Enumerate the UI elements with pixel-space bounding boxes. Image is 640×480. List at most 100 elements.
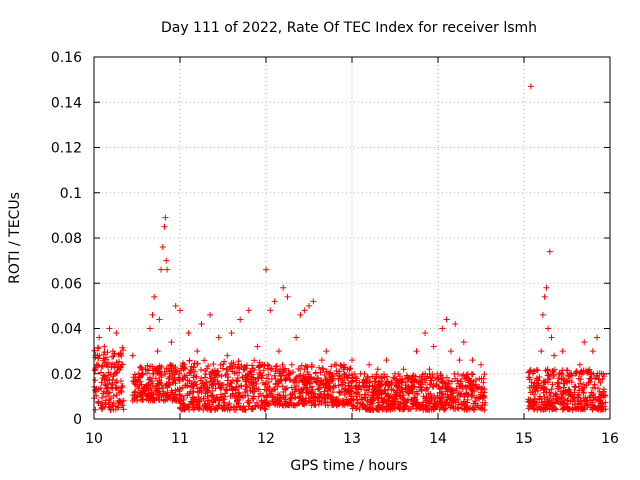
data-point xyxy=(313,379,320,386)
data-point xyxy=(470,400,477,407)
data-point xyxy=(597,379,604,386)
data-point xyxy=(162,371,169,378)
data-point xyxy=(396,387,403,394)
data-point xyxy=(162,214,169,221)
data-point xyxy=(544,401,551,408)
data-point xyxy=(164,384,171,391)
data-point xyxy=(291,388,298,395)
data-point xyxy=(103,393,110,400)
data-point xyxy=(235,389,242,396)
data-point xyxy=(270,398,277,405)
data-point xyxy=(443,316,450,323)
data-point xyxy=(308,390,315,397)
data-point xyxy=(356,406,363,413)
data-point xyxy=(366,361,373,368)
data-point xyxy=(473,384,480,391)
data-point xyxy=(449,399,456,406)
data-point xyxy=(258,375,265,382)
data-point xyxy=(193,373,200,380)
data-point xyxy=(198,384,205,391)
data-point xyxy=(146,394,153,401)
data-point xyxy=(274,391,281,398)
data-point xyxy=(158,266,165,273)
data-point xyxy=(388,379,395,386)
y-tick-label: 0.12 xyxy=(51,141,82,157)
data-point xyxy=(280,284,287,291)
data-point xyxy=(449,378,456,385)
data-point xyxy=(363,380,370,387)
data-point xyxy=(282,385,289,392)
data-point xyxy=(132,389,139,396)
data-point xyxy=(547,389,554,396)
data-point xyxy=(364,373,371,380)
data-point xyxy=(195,405,202,412)
data-point xyxy=(242,376,249,383)
data-point xyxy=(204,384,211,391)
data-point xyxy=(331,361,338,368)
data-point xyxy=(111,370,118,377)
data-point xyxy=(560,380,567,387)
data-point xyxy=(462,383,469,390)
data-point xyxy=(454,371,461,378)
data-point xyxy=(540,389,547,396)
data-point xyxy=(203,405,210,412)
data-point xyxy=(374,366,381,373)
data-point xyxy=(592,385,599,392)
data-point xyxy=(275,348,282,355)
data-point xyxy=(343,389,350,396)
data-point xyxy=(469,357,476,364)
data-point xyxy=(585,379,592,386)
data-point xyxy=(435,375,441,382)
data-point xyxy=(526,376,533,383)
data-point xyxy=(375,388,382,395)
data-point xyxy=(427,391,434,398)
data-point xyxy=(189,388,196,395)
data-point xyxy=(341,388,348,395)
data-point xyxy=(455,396,462,403)
x-tick-label: 15 xyxy=(515,431,533,447)
data-point xyxy=(257,390,264,397)
data-point xyxy=(194,360,201,367)
data-point xyxy=(534,367,541,374)
data-point xyxy=(588,389,595,396)
data-point xyxy=(546,406,553,413)
data-point xyxy=(340,379,347,386)
data-point xyxy=(142,366,149,373)
data-point xyxy=(172,302,179,309)
data-point xyxy=(423,375,430,382)
data-point xyxy=(480,375,487,382)
data-point xyxy=(287,377,294,384)
data-point xyxy=(204,393,211,400)
data-point xyxy=(224,377,231,384)
data-point xyxy=(253,399,260,406)
data-point xyxy=(232,363,239,370)
data-point xyxy=(302,363,309,370)
data-point xyxy=(235,361,242,368)
data-point xyxy=(564,404,571,411)
data-point xyxy=(432,396,439,403)
data-point xyxy=(333,395,340,402)
y-tick-label: 0.16 xyxy=(51,50,82,66)
data-point xyxy=(136,382,143,389)
data-point xyxy=(251,367,258,374)
data-point xyxy=(191,404,198,411)
data-point xyxy=(335,376,342,383)
data-point xyxy=(463,390,470,397)
data-point xyxy=(105,372,112,379)
data-point xyxy=(553,406,560,413)
data-point xyxy=(118,351,125,358)
data-point xyxy=(298,362,305,369)
data-point xyxy=(340,366,347,373)
data-point xyxy=(582,367,589,374)
data-point xyxy=(296,395,303,402)
data-point xyxy=(332,396,339,403)
data-point xyxy=(156,371,163,378)
data-point xyxy=(180,366,187,373)
data-point xyxy=(530,370,537,377)
data-point xyxy=(479,393,486,400)
data-point xyxy=(598,405,605,412)
data-point xyxy=(556,385,563,392)
data-point xyxy=(154,365,161,372)
data-point xyxy=(180,396,187,403)
data-point xyxy=(198,366,205,373)
